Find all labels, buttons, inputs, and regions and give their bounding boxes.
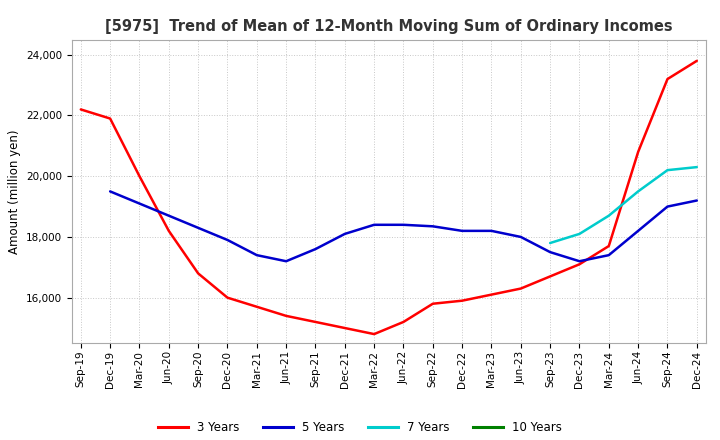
Line: 7 Years: 7 Years (550, 167, 697, 243)
5 Years (370, 222, 379, 227)
3 Years (370, 331, 379, 337)
3 Years (458, 298, 467, 303)
5 Years (693, 198, 701, 203)
3 Years (164, 228, 173, 234)
5 Years (135, 201, 144, 206)
5 Years (194, 225, 202, 231)
5 Years (663, 204, 672, 209)
3 Years (487, 292, 496, 297)
3 Years (546, 274, 554, 279)
3 Years (575, 262, 584, 267)
5 Years (634, 228, 642, 234)
3 Years (516, 286, 525, 291)
Title: [5975]  Trend of Mean of 12-Month Moving Sum of Ordinary Incomes: [5975] Trend of Mean of 12-Month Moving … (105, 19, 672, 34)
5 Years (311, 246, 320, 252)
3 Years (311, 319, 320, 325)
3 Years (341, 326, 349, 331)
5 Years (341, 231, 349, 237)
7 Years (546, 240, 554, 246)
5 Years (575, 259, 584, 264)
5 Years (106, 189, 114, 194)
3 Years (428, 301, 437, 306)
3 Years (76, 107, 85, 112)
7 Years (575, 231, 584, 237)
3 Years (135, 173, 144, 179)
Line: 3 Years: 3 Years (81, 61, 697, 334)
5 Years (253, 253, 261, 258)
3 Years (106, 116, 114, 121)
Line: 5 Years: 5 Years (110, 191, 697, 261)
5 Years (546, 249, 554, 255)
7 Years (605, 213, 613, 218)
5 Years (516, 234, 525, 239)
5 Years (458, 228, 467, 234)
5 Years (164, 213, 173, 218)
7 Years (693, 165, 701, 170)
5 Years (428, 224, 437, 229)
3 Years (693, 58, 701, 63)
3 Years (605, 243, 613, 249)
3 Years (194, 271, 202, 276)
Legend: 3 Years, 5 Years, 7 Years, 10 Years: 3 Years, 5 Years, 7 Years, 10 Years (153, 416, 567, 439)
Y-axis label: Amount (million yen): Amount (million yen) (8, 129, 21, 253)
3 Years (253, 304, 261, 309)
3 Years (223, 295, 232, 300)
7 Years (663, 168, 672, 173)
3 Years (634, 149, 642, 154)
5 Years (487, 228, 496, 234)
3 Years (663, 77, 672, 82)
5 Years (282, 259, 290, 264)
3 Years (282, 313, 290, 319)
5 Years (605, 253, 613, 258)
3 Years (399, 319, 408, 325)
7 Years (634, 189, 642, 194)
5 Years (223, 237, 232, 242)
5 Years (399, 222, 408, 227)
